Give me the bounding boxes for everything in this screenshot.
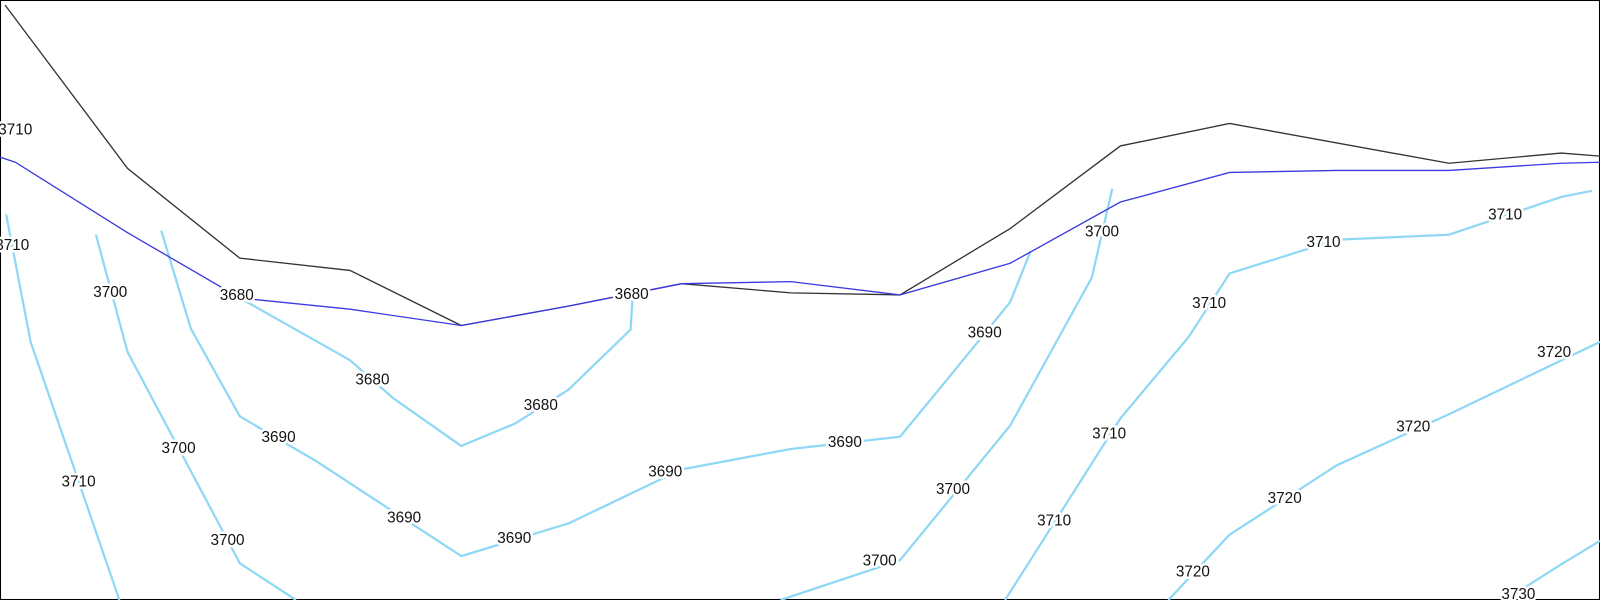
contour-label: 3710 [0, 122, 32, 139]
contour-label: 3720 [1537, 344, 1571, 361]
contour-label: 3710 [1306, 234, 1340, 251]
contour-lines [0, 4, 1600, 600]
contour-label: 3710 [1037, 512, 1071, 529]
contour-label: 3690 [387, 509, 421, 526]
contour-label: 3700 [162, 440, 196, 457]
contour-label: 3700 [93, 284, 127, 301]
contour-label: 3690 [968, 325, 1002, 342]
contour-line [239, 295, 634, 448]
contour-label: 3680 [220, 287, 254, 304]
contour-label: 3700 [1085, 224, 1119, 241]
contour-labels: 3710 3710 3710 3700 3700 3700 3680 3680 3680 3680… [0, 119, 1574, 600]
contour-line [160, 230, 1032, 558]
contour-label: 3710 [1192, 295, 1226, 312]
contour-label: 3710 [1488, 206, 1522, 223]
contour-label: 3720 [1396, 419, 1430, 436]
contour-line [780, 188, 1114, 600]
contour-label: 3700 [211, 532, 245, 549]
terrain-profile-line [4, 4, 1600, 327]
contour-label: 3690 [497, 530, 531, 547]
contour-line [1167, 340, 1600, 600]
contour-label: 3700 [863, 552, 897, 569]
contour-label: 3690 [828, 434, 862, 451]
contour-line [1004, 189, 1593, 600]
contour-line [1504, 539, 1600, 600]
contour-label: 3690 [648, 463, 682, 480]
contour-label: 3700 [936, 481, 970, 498]
contour-label: 3680 [355, 372, 389, 389]
contour-label: 3720 [1268, 490, 1302, 507]
contour-label: 3680 [615, 286, 649, 303]
contour-label: 3720 [1176, 563, 1210, 580]
contour-line [5, 214, 121, 600]
contour-label: 3710 [62, 474, 96, 491]
contour-label: 3680 [524, 397, 558, 414]
contour-label: 3710 [1092, 426, 1126, 443]
contour-line [94, 234, 297, 600]
contour-label: 3710 [0, 237, 29, 254]
contour-label: 3730 [1501, 586, 1535, 600]
boundary-line [0, 156, 1600, 327]
contour-label: 3690 [262, 429, 296, 446]
